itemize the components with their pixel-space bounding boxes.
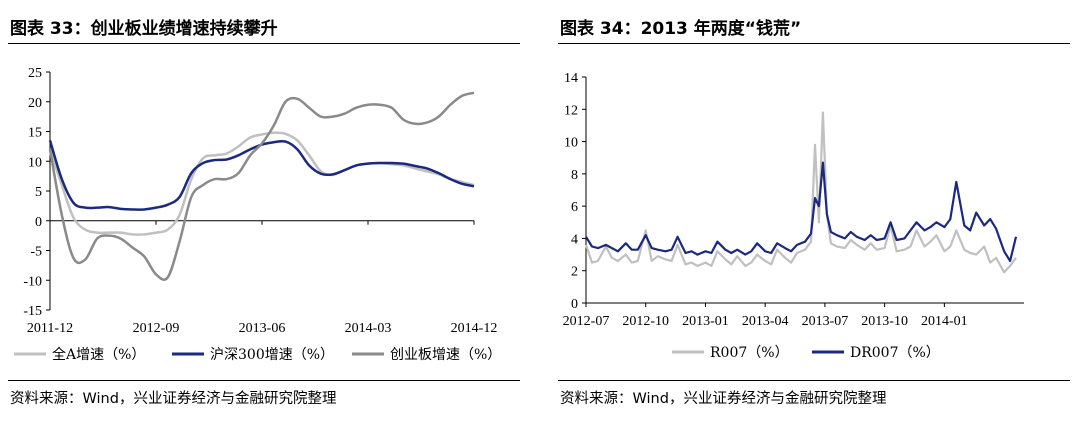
- y-tick-label: 20: [28, 96, 42, 111]
- chart-title: 图表 34：2013 年两度“钱荒”: [560, 19, 802, 39]
- y-tick-label: 5: [35, 185, 42, 200]
- x-tick-label: 2011-12: [27, 321, 73, 336]
- x-tick-label: 2014-12: [451, 321, 498, 336]
- legend-label: 沪深300增速（%）: [210, 347, 334, 363]
- x-tick-label: 2012-09: [133, 321, 180, 336]
- y-tick-label: -15: [23, 304, 42, 319]
- divider: [558, 43, 1070, 44]
- divider: [558, 380, 1070, 381]
- x-tick-label: 2013-07: [802, 314, 849, 329]
- line-chart-rates: 14 12 10 8 6 4 2 0 2012-07 2012-10 2013-01 2013-04 2…: [563, 71, 1024, 361]
- divider: [8, 380, 520, 381]
- legend-label: 创业板增速（%）: [390, 347, 501, 363]
- y-tick-label: 25: [28, 66, 42, 81]
- y-tick-label: 0: [571, 297, 578, 312]
- series-line: [585, 161, 1018, 263]
- x-tick-label: 2013-04: [742, 314, 789, 329]
- y-tick-label: 12: [564, 103, 578, 118]
- y-tick-label: -5: [30, 245, 42, 260]
- chart-panel-left: 图表 33：创业板业绩增速持续攀升 25 20 15 10 5 0 -5 -10 -15 2011…: [0, 0, 530, 423]
- x-tick-label: 2013-01: [682, 314, 729, 329]
- y-tick-label: -10: [23, 274, 42, 289]
- chart-panel-right: 图表 34：2013 年两度“钱荒” 14 12 10 8 6 4 2 0 2012-07 201…: [550, 0, 1080, 423]
- source-note: 资料来源：Wind，兴业证券经济与金融研究院整理: [10, 391, 337, 407]
- x-tick-label: 2012-07: [563, 314, 610, 329]
- x-tick-label: 2012-10: [622, 314, 669, 329]
- y-tick-label: 2: [571, 265, 578, 280]
- y-tick-label: 14: [564, 71, 578, 86]
- legend-label: DR007（%）: [850, 345, 940, 361]
- y-tick-label: 8: [571, 168, 578, 183]
- x-tick-label: 2014-01: [921, 314, 968, 329]
- y-tick-label: 10: [564, 136, 578, 151]
- series-line: [48, 91, 475, 281]
- legend-label: 全A增速（%）: [52, 346, 145, 363]
- y-tick-label: 15: [28, 126, 42, 141]
- x-tick-label: 2014-03: [345, 321, 392, 336]
- y-tick-label: 6: [571, 200, 578, 215]
- series-line: [584, 111, 1017, 274]
- y-tick-label: 0: [35, 215, 42, 230]
- source-note: 资料来源：Wind，兴业证券经济与金融研究院整理: [560, 391, 887, 407]
- y-tick-label: 10: [28, 155, 42, 170]
- divider: [8, 43, 520, 44]
- x-tick-label: 2013-06: [239, 321, 286, 336]
- x-tick-label: 2013-10: [861, 314, 908, 329]
- chart-title: 图表 33：创业板业绩增速持续攀升: [10, 19, 278, 39]
- series-line: [48, 131, 475, 236]
- legend-label: R007（%）: [710, 345, 789, 361]
- y-tick-label: 4: [571, 232, 578, 247]
- series-line: [48, 139, 475, 211]
- line-chart-growth: 25 20 15 10 5 0 -5 -10 -15 2011-12 2012-09 2013-06 2…: [14, 66, 501, 363]
